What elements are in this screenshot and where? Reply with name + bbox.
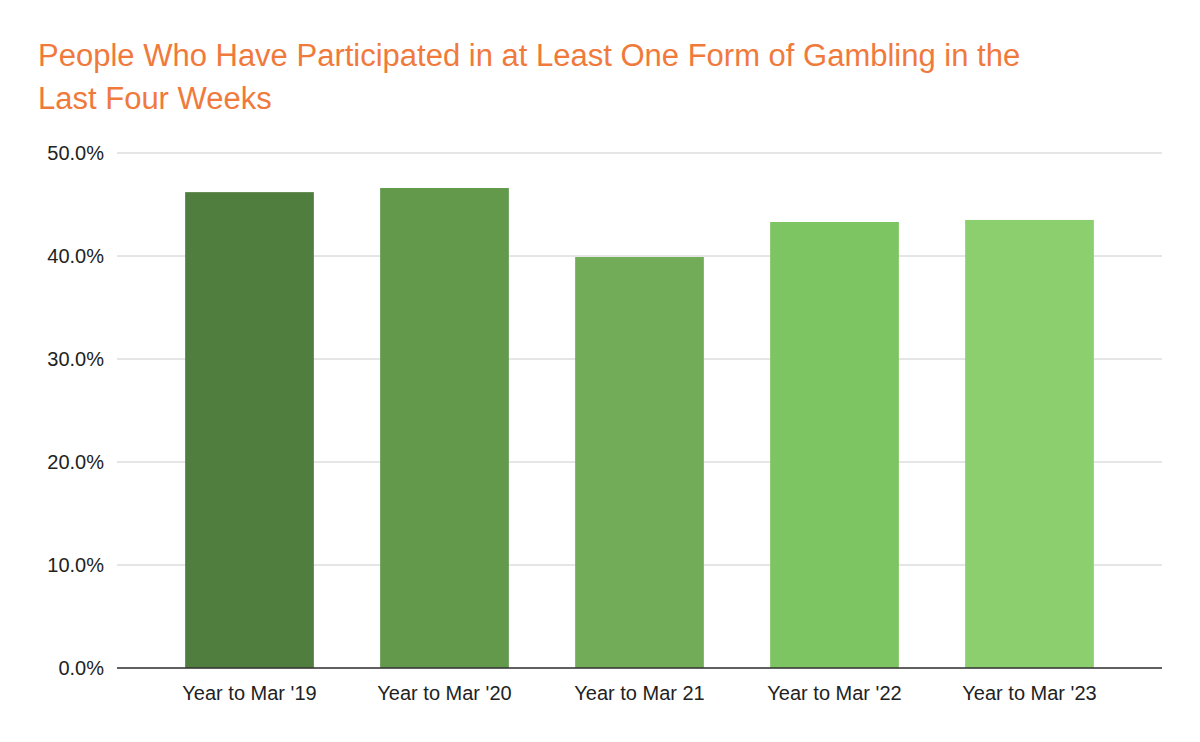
y-tick-label: 0.0% bbox=[58, 657, 104, 679]
y-tick-label: 10.0% bbox=[47, 554, 104, 576]
chart-svg: 0.0% 10.0% 20.0% 30.0% 40.0% 50.0% Year to Mar… bbox=[0, 0, 1200, 742]
grid-line bbox=[117, 153, 1162, 154]
bar bbox=[575, 257, 704, 668]
x-tick-label: Year to Mar '20 bbox=[377, 682, 511, 704]
bar bbox=[380, 188, 509, 668]
grid bbox=[117, 153, 1162, 668]
bar bbox=[965, 220, 1094, 668]
x-tick-label: Year to Mar 21 bbox=[574, 682, 704, 704]
x-tick-label: Year to Mar '19 bbox=[182, 682, 316, 704]
y-tick-label: 30.0% bbox=[47, 348, 104, 370]
bar bbox=[770, 222, 899, 668]
x-axis-line bbox=[117, 667, 1162, 669]
x-tick-label: Year to Mar '23 bbox=[962, 682, 1096, 704]
bars bbox=[185, 188, 1094, 668]
x-tick-label: Year to Mar '22 bbox=[767, 682, 901, 704]
x-axis: Year to Mar '19 Year to Mar '20 Year to Ma… bbox=[182, 682, 1096, 704]
chart-title: People Who Have Participated in at Least… bbox=[38, 34, 1038, 120]
y-tick-label: 20.0% bbox=[47, 451, 104, 473]
bar bbox=[185, 192, 314, 668]
y-tick-label: 50.0% bbox=[47, 142, 104, 164]
y-tick-label: 40.0% bbox=[47, 245, 104, 267]
grid-line bbox=[117, 668, 1162, 669]
y-axis: 0.0% 10.0% 20.0% 30.0% 40.0% 50.0% bbox=[47, 142, 104, 679]
